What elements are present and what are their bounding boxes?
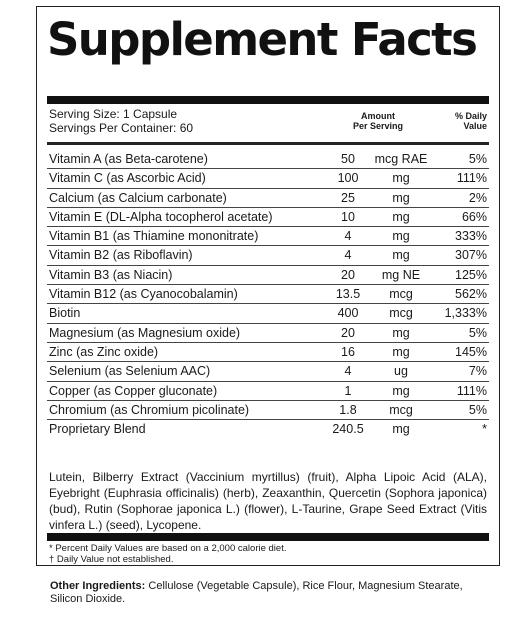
nutrient-row: Chromium (as Chromium picolinate) 1.8 mcg 5… <box>47 401 489 421</box>
nutrient-name: Vitamin B2 (as Riboflavin) <box>49 248 193 263</box>
nutrient-name: Magnesium (as Magnesium oxide) <box>49 325 241 340</box>
amount-column-header: Amount Per Serving <box>342 111 414 131</box>
nutrient-name: Copper (as Copper gluconate) <box>49 383 218 398</box>
nutrient-name: Proprietary Blend <box>49 422 146 437</box>
serving-info: Serving Size: 1 Capsule Servings Per Con… <box>49 107 193 135</box>
nutrient-amount: 1.8 <box>339 402 357 417</box>
other-ingredients-label: Other Ingredients: <box>50 580 146 592</box>
percent-footnote: * Percent Daily Values are based on a 2,… <box>49 543 287 554</box>
nutrient-amount: 50 <box>341 152 355 166</box>
nutrient-daily-value: 5% <box>468 152 487 166</box>
nutrient-daily-value: 7% <box>468 364 487 379</box>
nutrient-amount: 240.5 <box>332 422 364 437</box>
nutrient-unit: mg <box>392 171 410 186</box>
nutrient-amount: 20 <box>341 325 355 340</box>
nutrient-unit: mcg <box>389 402 413 417</box>
nutrient-amount: 4 <box>344 229 352 244</box>
nutrient-table: Vitamin A (as Beta-carotene) 50 mcg RAE 5% V… <box>47 150 489 439</box>
top-thick-divider <box>47 96 489 104</box>
nutrient-amount: 400 <box>337 306 359 321</box>
nutrient-name: Biotin <box>49 306 81 321</box>
nutrient-unit: mg <box>392 229 410 244</box>
nutrient-name: Vitamin E (DL-Alpha tocopherol acetate) <box>49 209 273 224</box>
nutrient-daily-value: 125% <box>455 267 487 282</box>
nutrient-row: Vitamin B3 (as Niacin) 20 mg NE 125% <box>47 266 489 286</box>
nutrient-row: Vitamin C (as Ascorbic Acid) 100 mg 111% <box>47 169 489 189</box>
footnotes: * Percent Daily Values are based on a 2,… <box>49 543 286 565</box>
nutrient-daily-value: * <box>482 422 487 437</box>
daily-value-column-header: % Daily Value <box>417 111 487 131</box>
nutrient-row: Vitamin B2 (as Riboflavin) 4 mg 307% <box>47 246 489 266</box>
nutrient-row: Copper (as Copper gluconate) 1 mg 111% <box>47 382 489 401</box>
nutrient-daily-value: 145% <box>455 344 487 359</box>
nutrient-row: Biotin 400 mcg 1,333% <box>47 304 489 324</box>
nutrient-amount: 25 <box>341 190 355 205</box>
amount-header-line1: Amount <box>361 111 395 121</box>
nutrient-amount: 20 <box>341 267 355 282</box>
nutrient-daily-value: 5% <box>468 325 487 340</box>
nutrient-row: Zinc (as Zinc oxide) 16 mg 145% <box>47 343 489 363</box>
nutrient-daily-value: 66% <box>461 209 487 224</box>
header-divider <box>47 142 489 145</box>
nutrient-amount: 13.5 <box>335 287 361 302</box>
nutrient-row: Vitamin E (DL-Alpha tocopherol acetate) 1… <box>47 208 489 228</box>
dv-header-line2: Value <box>463 121 487 131</box>
nutrient-amount: 100 <box>337 171 359 186</box>
nutrient-row: Vitamin A (as Beta-carotene) 50 mcg RAE 5% <box>47 150 489 170</box>
nutrient-name: Vitamin B3 (as Niacin) <box>49 267 173 282</box>
nutrient-row: Selenium (as Selenium AAC) 4 ug 7% <box>47 362 489 382</box>
nutrient-amount: 10 <box>341 209 355 224</box>
nutrient-row: Calcium (as Calcium carbonate) 25 mg 2% <box>47 189 489 208</box>
nutrient-name: Vitamin B1 (as Thiamine mononitrate) <box>49 229 259 244</box>
nutrient-daily-value: 2% <box>468 190 487 205</box>
nutrient-amount: 16 <box>341 344 355 359</box>
nutrient-name: Calcium (as Calcium carbonate) <box>49 190 227 205</box>
nutrient-daily-value: 333% <box>455 229 487 244</box>
nutrient-name: Zinc (as Zinc oxide) <box>49 344 159 359</box>
supplement-facts-panel: Supplement Facts Serving Size: 1 Capsule… <box>36 6 500 566</box>
servings-per-container: Servings Per Container: 60 <box>49 121 194 135</box>
nutrient-unit: mcg <box>389 306 413 321</box>
nutrient-unit: mcg RAE <box>374 152 428 166</box>
nutrient-daily-value: 562% <box>455 287 487 302</box>
nutrient-name: Chromium (as Chromium picolinate) <box>49 402 250 417</box>
serving-size: Serving Size: 1 Capsule <box>49 107 178 121</box>
nutrient-unit: mg <box>392 344 410 359</box>
nutrient-unit: mg <box>392 422 410 437</box>
nutrient-unit: mg NE <box>381 267 421 282</box>
nutrient-daily-value: 111% <box>456 383 487 398</box>
nutrient-daily-value: 307% <box>455 248 487 263</box>
nutrient-unit: mg <box>392 248 410 263</box>
other-ingredients: Other Ingredients: Cellulose (Vegetable … <box>50 580 490 606</box>
panel-title: Supplement Facts <box>47 13 478 66</box>
nutrient-unit: ug <box>394 364 408 379</box>
nutrient-name: Vitamin A (as Beta-carotene) <box>49 152 208 166</box>
nutrient-daily-value: 5% <box>468 402 487 417</box>
bottom-thick-divider <box>47 533 489 541</box>
nutrient-name: Vitamin C (as Ascorbic Acid) <box>49 171 206 186</box>
nutrient-unit: mg <box>392 190 410 205</box>
other-ingredients-text: Cellulose (Vegetable Capsule), Rice Flou… <box>50 580 463 605</box>
dagger-footnote: † Daily Value not established. <box>49 554 174 565</box>
nutrient-daily-value: 1,333% <box>444 306 487 321</box>
nutrient-unit: mg <box>392 383 410 398</box>
nutrient-row: Proprietary Blend 240.5 mg * <box>47 420 489 439</box>
dv-header-line1: % Daily <box>454 111 487 121</box>
nutrient-row: Magnesium (as Magnesium oxide) 20 mg 5% <box>47 324 489 343</box>
nutrient-row: Vitamin B1 (as Thiamine mononitrate) 4 mg 3… <box>47 227 489 247</box>
nutrient-amount: 4 <box>344 364 352 379</box>
nutrient-unit: mg <box>392 209 410 224</box>
nutrient-row: Vitamin B12 (as Cyanocobalamin) 13.5 mcg 56… <box>47 285 489 305</box>
proprietary-blend-ingredients: Lutein, Bilberry Extract (Vaccinium myrt… <box>49 470 487 532</box>
nutrient-amount: 4 <box>344 248 352 263</box>
nutrient-name: Selenium (as Selenium AAC) <box>49 364 211 379</box>
amount-header-line2: Per Serving <box>352 121 404 131</box>
nutrient-daily-value: 111% <box>456 171 487 186</box>
nutrient-unit: mg <box>392 325 410 340</box>
nutrient-unit: mcg <box>389 287 413 302</box>
nutrient-name: Vitamin B12 (as Cyanocobalamin) <box>49 287 238 302</box>
nutrient-amount: 1 <box>344 383 352 398</box>
